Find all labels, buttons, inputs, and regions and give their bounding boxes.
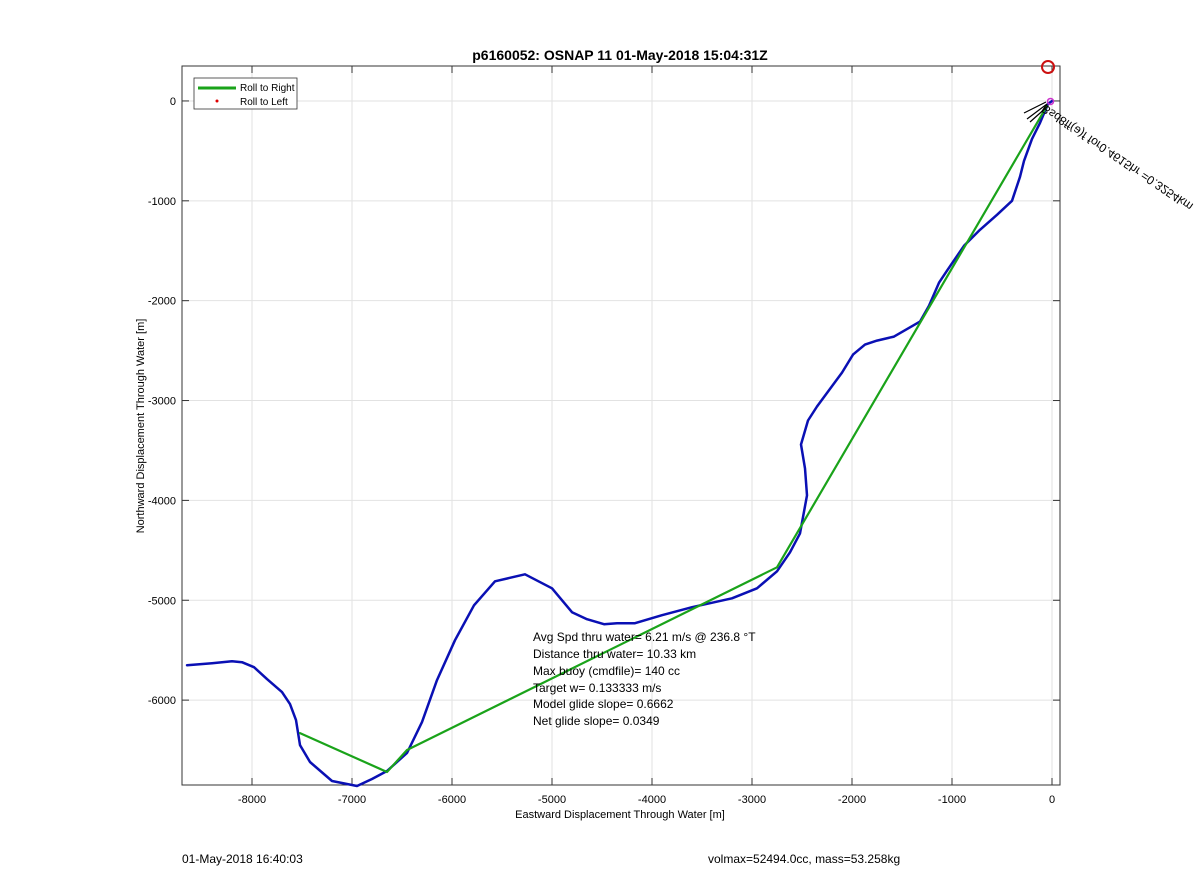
current-arrow xyxy=(1023,101,1047,114)
legend-label-roll-left: Roll to Left xyxy=(240,97,288,108)
start-marker xyxy=(1041,59,1055,74)
y-tick-label: -1000 xyxy=(148,196,176,208)
x-tick-label: -3000 xyxy=(738,794,766,806)
legend-swatch-roll-left xyxy=(215,99,219,103)
stat-model-glide: Model glide slope= 0.6662 xyxy=(533,697,674,711)
x-tick-label: -1000 xyxy=(938,794,966,806)
x-tick-label: -7000 xyxy=(338,794,366,806)
current-arrow xyxy=(1029,105,1049,123)
current-annotation: Bsd8ff(ə)f for0.4615hr =0.3254km xyxy=(1039,102,1196,214)
y-tick-label: -6000 xyxy=(148,695,176,707)
plot-frame xyxy=(181,65,1061,786)
chart-title: p6160052: OSNAP 11 01-May-2018 15:04:31Z xyxy=(472,47,768,63)
stat-target-w: Target w= 0.133333 m/s xyxy=(533,681,661,695)
markers xyxy=(1041,59,1055,106)
x-tick-label: 0 xyxy=(1049,794,1055,806)
stat-max-buoy: Max buoy (cmdfile)= 140 cc xyxy=(533,664,680,678)
stat-net-glide: Net glide slope= 0.0349 xyxy=(533,714,660,728)
current-arrows xyxy=(1023,101,1049,123)
footer-mass-info: volmax=52494.0cc, mass=53.258kg xyxy=(708,852,901,866)
current-arrow xyxy=(1026,103,1048,120)
end-marker xyxy=(1046,97,1055,106)
x-tick-label: -5000 xyxy=(538,794,566,806)
stat-distance: Distance thru water= 10.33 km xyxy=(533,647,696,661)
legend-label-roll-right: Roll to Right xyxy=(240,83,295,94)
stats-annotation: Avg Spd thru water= 6.21 m/s @ 236.8 °T … xyxy=(533,630,756,728)
y-tick-label: -4000 xyxy=(148,495,176,507)
x-tick-label: -4000 xyxy=(638,794,666,806)
roll-right-line xyxy=(298,104,1049,774)
legend-box xyxy=(193,77,298,110)
legend: Roll to Right Roll to Left xyxy=(193,77,298,110)
x-tick-label: -6000 xyxy=(438,794,466,806)
series xyxy=(185,99,1054,788)
x-tick-label: -8000 xyxy=(238,794,266,806)
grid xyxy=(182,66,1060,785)
footer-timestamp: 01-May-2018 16:40:03 xyxy=(182,852,303,866)
y-tick-label: -3000 xyxy=(148,396,176,408)
y-tick-label: -5000 xyxy=(148,595,176,607)
x-tick-label: -2000 xyxy=(838,794,866,806)
y-axis-title: Northward Displacement Through Water [m] xyxy=(135,319,147,534)
stat-avg-speed: Avg Spd thru water= 6.21 m/s @ 236.8 °T xyxy=(533,630,756,644)
y-tick-label: 0 xyxy=(170,96,176,108)
track-line xyxy=(185,99,1054,788)
y-tick-label: -2000 xyxy=(148,296,176,308)
plot-background xyxy=(182,66,1060,785)
x-axis-title: Eastward Displacement Through Water [m] xyxy=(515,809,725,821)
